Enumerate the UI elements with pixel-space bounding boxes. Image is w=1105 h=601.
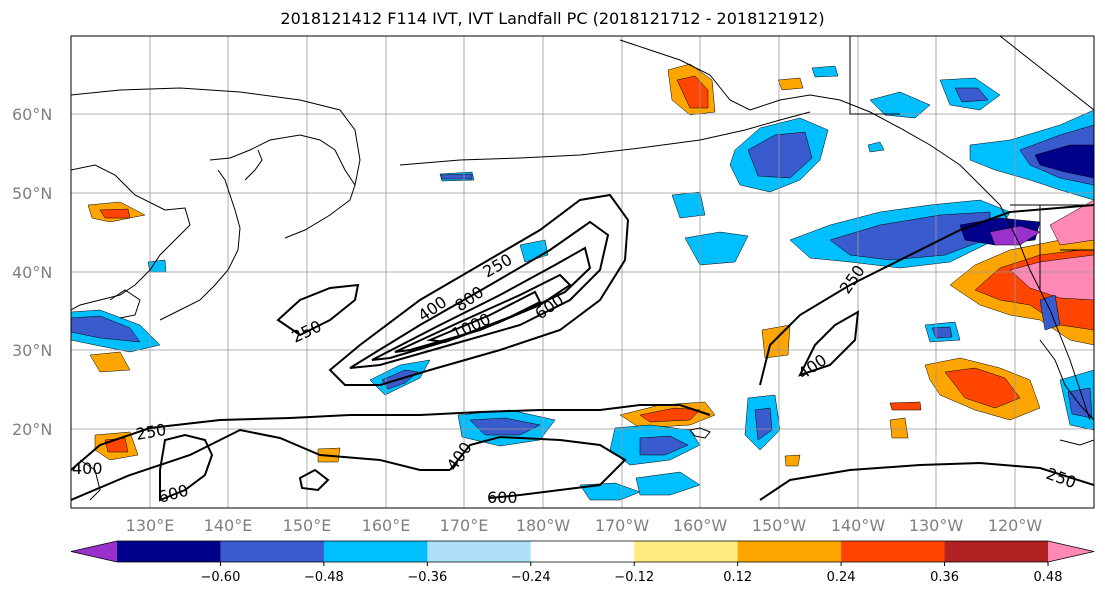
contour-400-south — [449, 435, 627, 499]
colorbar-swatch — [427, 541, 532, 562]
lon-label: 160°E — [362, 516, 411, 535]
colorbar-tick-label: −0.48 — [304, 570, 344, 585]
chart-title: 2018121412 F114 IVT, IVT Landfall PC (20… — [280, 9, 825, 28]
coast-alaska — [619, 39, 1091, 421]
lon-label: 160°W — [673, 516, 728, 535]
contour-1000-jet — [426, 290, 542, 344]
contour-250-west — [276, 283, 360, 337]
colorbar-ticks: −0.60 −0.48 −0.36 −0.24 −0.12 0.12 0.24 0.36 0.4… — [201, 562, 1063, 585]
lat-label: 40°N — [12, 263, 52, 282]
colorbar-extend-max — [1048, 541, 1094, 562]
lon-label: 130°W — [909, 516, 964, 535]
map-frame — [70, 35, 1095, 509]
colorbar-swatch — [634, 541, 739, 562]
contour-400-w — [71, 428, 450, 501]
clabel-600-bottom: 600 — [487, 488, 518, 507]
colorbar-swatch — [841, 541, 946, 562]
lon-label: 150°W — [752, 516, 807, 535]
lon-label: 140°W — [831, 516, 886, 535]
longitude-labels: 130°E 140°E 150°E 160°E 170°E 180°W 170°… — [126, 516, 1043, 535]
colorbar-tick-label: −0.36 — [407, 570, 447, 585]
contour-800-jet — [394, 273, 572, 353]
coast-korea — [109, 289, 141, 319]
contour-600-loop — [298, 468, 330, 492]
colorbar-tick-label: 0.48 — [1034, 570, 1063, 585]
contour-600-south — [159, 433, 214, 502]
colorbar-tick-label: 0.24 — [827, 570, 856, 585]
gridlines — [71, 36, 1094, 508]
coast-japan — [159, 169, 241, 321]
lon-label: 130°E — [126, 516, 175, 535]
colorbar-tick-label: 0.12 — [723, 570, 752, 585]
lat-label: 30°N — [12, 341, 52, 360]
ivt-contours — [71, 193, 1094, 502]
contour-250-jet — [328, 193, 630, 386]
map-panel: 250 400 600 800 1000 250 400 600 250 400… — [70, 35, 1095, 509]
coast-asia — [71, 164, 191, 311]
lon-label: 140°E — [204, 516, 253, 535]
lon-label: 120°W — [988, 516, 1043, 535]
latitude-labels: 60°N 50°N 40°N 30°N 20°N — [12, 105, 52, 439]
colorbar-outline — [70, 540, 1095, 563]
colorbar — [70, 540, 1095, 563]
lon-label: 170°W — [595, 516, 650, 535]
colorbar-tick-label: −0.60 — [201, 570, 241, 585]
lon-label: 150°E — [283, 516, 332, 535]
colorbar-extend-min — [71, 541, 117, 562]
colorbar-swatch — [220, 541, 325, 562]
coast-mexico — [1039, 339, 1094, 421]
colorbar-tick-label: −0.12 — [614, 570, 654, 585]
contour-400-east — [798, 310, 860, 377]
lat-label: 20°N — [12, 420, 52, 439]
colorbar-tick-label: −0.24 — [511, 570, 551, 585]
contour-400-jet — [349, 220, 610, 369]
contour-250-south — [71, 404, 711, 471]
contour-250-se — [759, 461, 1094, 501]
contour-600-jet — [371, 246, 592, 361]
clabel-400-w: 400 — [72, 459, 103, 478]
lon-label: 170°E — [440, 516, 489, 535]
colorbar-swatch — [737, 541, 842, 562]
contour-250-east — [759, 204, 1094, 386]
colorbar-swatch — [944, 541, 1049, 562]
lon-label: 180°W — [516, 516, 571, 535]
colorbar-tick-label: 0.36 — [930, 570, 959, 585]
colorbar-swatch — [530, 541, 635, 562]
colorbar-swatch — [323, 541, 428, 562]
lat-label: 50°N — [12, 184, 52, 203]
lat-label: 60°N — [12, 105, 52, 124]
colorbar-swatch — [117, 541, 221, 562]
coast-hawaii — [689, 427, 711, 439]
coastlines — [71, 36, 1094, 501]
coast-aleutians — [399, 111, 811, 166]
